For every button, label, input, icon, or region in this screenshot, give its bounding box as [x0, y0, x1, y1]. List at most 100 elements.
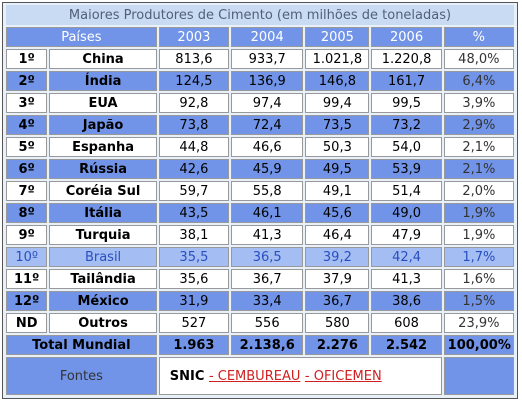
footer-label: Fontes — [6, 357, 157, 395]
value-cell: 6,4% — [443, 71, 514, 91]
value-cell: 73,5 — [305, 115, 370, 135]
footer-empty — [443, 357, 514, 395]
value-cell: 38,1 — [158, 225, 230, 245]
value-cell: 813,6 — [158, 49, 230, 69]
data-row: 1º China 813,6 933,7 1.021,8 1.220,8 48,0% — [6, 49, 514, 69]
country-cell: EUA — [49, 93, 157, 113]
value-cell: 42,4 — [371, 247, 442, 267]
table-frame: Maiores Produtores de Cimento (em milhõe… — [2, 2, 518, 399]
value-cell: 53,9 — [371, 159, 442, 179]
data-row: 12º México 31,9 33,4 36,7 38,6 1,5% — [6, 291, 514, 311]
data-row: 2º Índia 124,5 136,9 146,8 161,7 6,4% — [6, 71, 514, 91]
data-row: 10º Brasil 35,5 36,5 39,2 42,4 1,7% — [6, 247, 514, 267]
value-cell: 43,5 — [158, 203, 230, 223]
data-row: 5º Espanha 44,8 46,6 50,3 54,0 2,1% — [6, 137, 514, 157]
header-cell: 2005 — [305, 27, 370, 47]
rank-cell: 9º — [6, 225, 48, 245]
rank-cell: 7º — [6, 181, 48, 201]
total-value: 2.542 — [371, 335, 442, 355]
value-cell: 933,7 — [231, 49, 304, 69]
value-cell: 31,9 — [158, 291, 230, 311]
value-cell: 33,4 — [231, 291, 304, 311]
value-cell: 36,7 — [231, 269, 304, 289]
value-cell: 23,9% — [443, 313, 514, 333]
cement-table: Maiores Produtores de Cimento (em milhõe… — [4, 3, 516, 397]
value-cell: 46,1 — [231, 203, 304, 223]
value-cell: 45,6 — [305, 203, 370, 223]
rank-cell: 4º — [6, 115, 48, 135]
country-cell: China — [49, 49, 157, 69]
value-cell: 49,0 — [371, 203, 442, 223]
value-cell: 41,3 — [371, 269, 442, 289]
footer-row: Fontes SNIC - CEMBUREAU - OFICEMEN — [6, 357, 514, 395]
value-cell: 49,5 — [305, 159, 370, 179]
value-cell: 73,8 — [158, 115, 230, 135]
data-row: 9º Turquia 38,1 41,3 46,4 47,9 1,9% — [6, 225, 514, 245]
data-row: 6º Rússia 42,6 45,9 49,5 53,9 2,1% — [6, 159, 514, 179]
value-cell: 1,5% — [443, 291, 514, 311]
value-cell: 124,5 — [158, 71, 230, 91]
value-cell: 1.220,8 — [371, 49, 442, 69]
value-cell: 35,5 — [158, 247, 230, 267]
data-row: 4º Japão 73,8 72,4 73,5 73,2 2,9% — [6, 115, 514, 135]
value-cell: 161,7 — [371, 71, 442, 91]
value-cell: 527 — [158, 313, 230, 333]
country-cell: Coréia Sul — [49, 181, 157, 201]
data-row: 11º Tailândia 35,6 36,7 37,9 41,3 1,6% — [6, 269, 514, 289]
total-row: Total Mundial 1.963 2.138,6 2.276 2.542 100,0… — [6, 335, 514, 355]
data-row: 8º Itália 43,5 46,1 45,6 49,0 1,9% — [6, 203, 514, 223]
total-value: 1.963 — [158, 335, 230, 355]
value-cell: 136,9 — [231, 71, 304, 91]
value-cell: 146,8 — [305, 71, 370, 91]
value-cell: 36,7 — [305, 291, 370, 311]
value-cell: 580 — [305, 313, 370, 333]
rank-cell: 5º — [6, 137, 48, 157]
country-cell: Espanha — [49, 137, 157, 157]
value-cell: 49,1 — [305, 181, 370, 201]
header-cell: 2006 — [371, 27, 442, 47]
header-cell: 2004 — [231, 27, 304, 47]
value-cell: 59,7 — [158, 181, 230, 201]
value-cell: 55,8 — [231, 181, 304, 201]
value-cell: 1,9% — [443, 203, 514, 223]
value-cell: 39,2 — [305, 247, 370, 267]
value-cell: 51,4 — [371, 181, 442, 201]
total-value: 2.276 — [305, 335, 370, 355]
rank-cell: 6º — [6, 159, 48, 179]
value-cell: 608 — [371, 313, 442, 333]
country-cell: Índia — [49, 71, 157, 91]
title-row: Maiores Produtores de Cimento (em milhõe… — [6, 5, 514, 25]
value-cell: 72,4 — [231, 115, 304, 135]
value-cell: 2,1% — [443, 137, 514, 157]
rank-cell: 10º — [6, 247, 48, 267]
value-cell: 47,9 — [371, 225, 442, 245]
total-label: Total Mundial — [6, 335, 157, 355]
value-cell: 41,3 — [231, 225, 304, 245]
value-cell: 99,5 — [371, 93, 442, 113]
value-cell: 2,9% — [443, 115, 514, 135]
rank-cell: 1º — [6, 49, 48, 69]
value-cell: 97,4 — [231, 93, 304, 113]
value-cell: 1.021,8 — [305, 49, 370, 69]
rank-cell: 3º — [6, 93, 48, 113]
value-cell: 44,8 — [158, 137, 230, 157]
country-cell: Brasil — [49, 247, 157, 267]
value-cell: 1,7% — [443, 247, 514, 267]
header-cell: 2003 — [158, 27, 230, 47]
value-cell: 35,6 — [158, 269, 230, 289]
rank-cell: 2º — [6, 71, 48, 91]
value-cell: 54,0 — [371, 137, 442, 157]
value-cell: 2,0% — [443, 181, 514, 201]
source-link[interactable]: - OFICEMEN — [304, 368, 382, 384]
country-cell: México — [49, 291, 157, 311]
rank-cell: ND — [6, 313, 48, 333]
value-cell: 37,9 — [305, 269, 370, 289]
country-cell: Outros — [49, 313, 157, 333]
total-value: 100,00% — [443, 335, 514, 355]
data-row: ND Outros 527 556 580 608 23,9% — [6, 313, 514, 333]
country-cell: Turquia — [49, 225, 157, 245]
source-link[interactable]: - CEMBUREAU — [208, 368, 301, 384]
header-row: Países 2003 2004 2005 2006% — [6, 27, 514, 47]
table-body: Maiores Produtores de Cimento (em milhõe… — [6, 5, 514, 395]
